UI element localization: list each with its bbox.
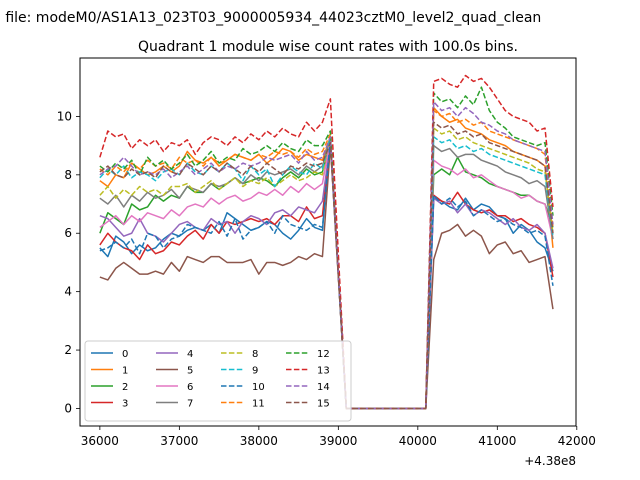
series-line-6: [99, 139, 554, 410]
legend-label-15: 15: [317, 399, 330, 410]
chart-title: Quadrant 1 module wise count rates with …: [138, 39, 518, 55]
y-tick-label: 10: [57, 109, 72, 123]
legend-label-4: 4: [187, 349, 193, 360]
series-line-2: [99, 141, 554, 410]
x-tick-label: 41000: [478, 434, 516, 448]
series-line-3: [99, 139, 554, 410]
legend-label-3: 3: [122, 399, 128, 410]
y-tick-label: 4: [64, 285, 72, 299]
y-tick-label: 2: [64, 343, 72, 357]
legend-label-7: 7: [187, 399, 193, 410]
series-line-12: [99, 86, 554, 410]
x-tick-label: 36000: [81, 434, 119, 448]
x-tick-label: 37000: [160, 434, 198, 448]
series-line-14: [99, 101, 554, 410]
legend-label-10: 10: [252, 382, 265, 393]
legend-label-8: 8: [252, 349, 258, 360]
figure-suptitle: n file: modeM0/AS1A13_023T03_9000005934_…: [0, 10, 541, 26]
legend-label-6: 6: [187, 382, 193, 393]
series-line-10: [99, 139, 554, 410]
legend-label-9: 9: [252, 366, 258, 377]
y-tick-label: 6: [64, 226, 72, 240]
legend-label-12: 12: [317, 349, 330, 360]
series-line-5: [99, 144, 554, 410]
legend-label-11: 11: [252, 399, 265, 410]
legend-label-14: 14: [317, 382, 330, 393]
series-line-11: [99, 109, 554, 410]
x-tick-label: 42000: [558, 434, 596, 448]
x-tick-label: 38000: [240, 434, 278, 448]
legend-box: [84, 340, 352, 422]
x-tick-label: 40000: [399, 434, 437, 448]
x-axis: 36000 37000 38000 39000 40000 41000 42000: [81, 426, 596, 448]
series-line-4: [99, 141, 554, 410]
legend-label-13: 13: [317, 366, 330, 377]
axes-frame: [79, 57, 577, 427]
legend-label-1: 1: [122, 366, 128, 377]
series-line-13: [99, 74, 554, 410]
x-axis-offset-label: +4.38e8: [524, 454, 576, 468]
legend-label-2: 2: [122, 382, 128, 393]
legend-label-0: 0: [122, 349, 128, 360]
series-line-8: [99, 127, 554, 410]
y-axis: 0 2 4 6 8 10: [57, 109, 80, 415]
y-tick-label: 8: [64, 168, 72, 182]
y-tick-label: 0: [64, 401, 72, 415]
series-layer: [99, 74, 554, 410]
legend-label-5: 5: [187, 366, 193, 377]
x-tick-label: 39000: [319, 434, 357, 448]
series-line-15: [99, 121, 554, 410]
